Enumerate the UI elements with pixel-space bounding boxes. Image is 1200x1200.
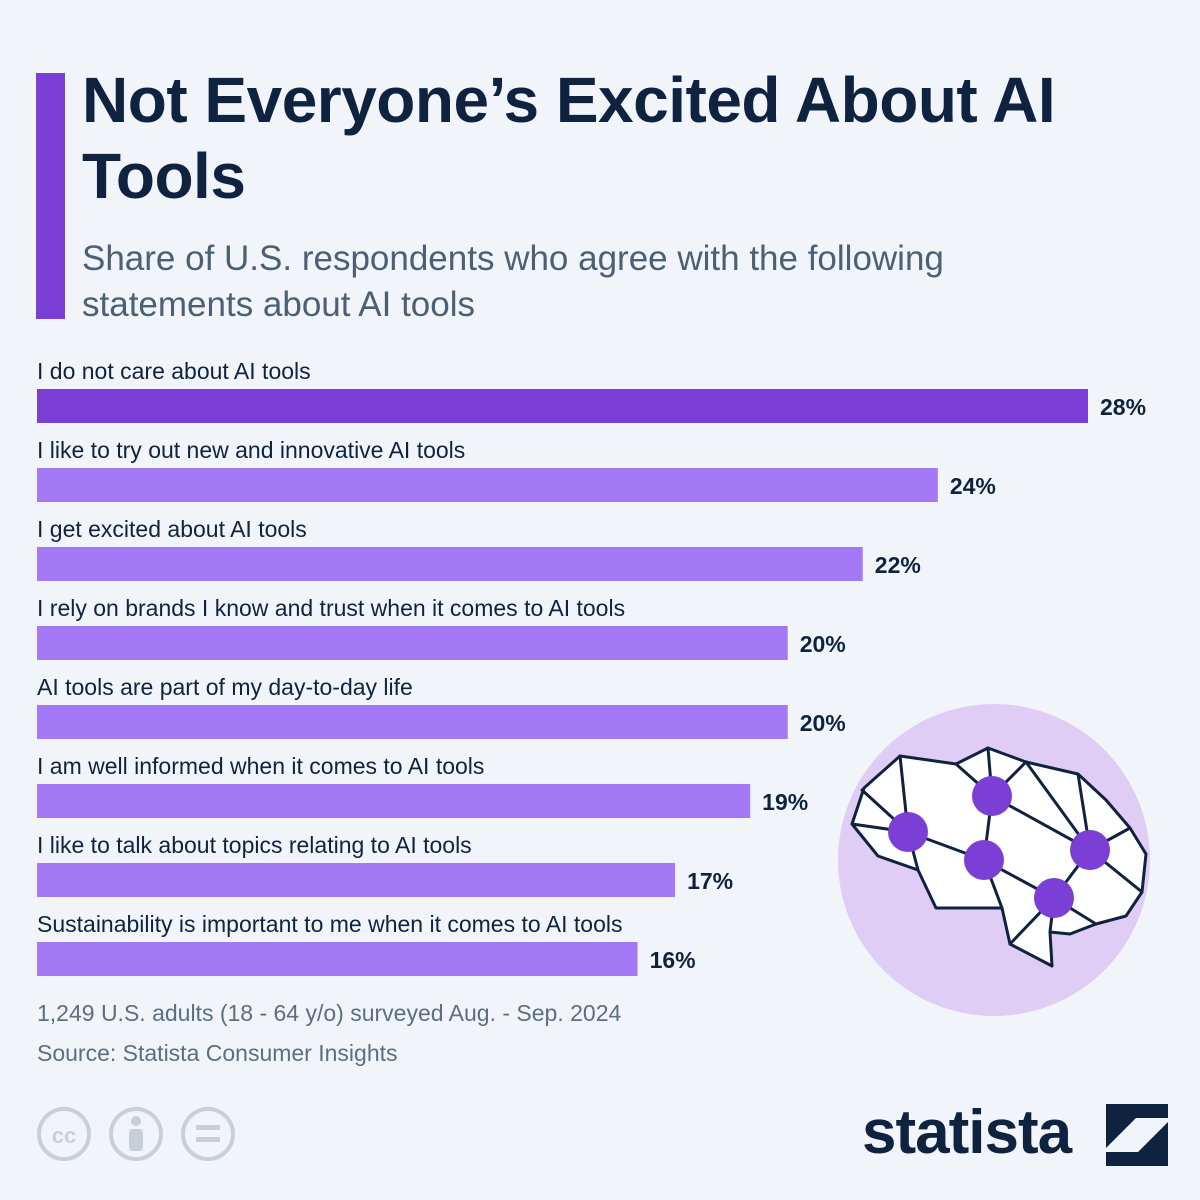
category-label: I like to try out new and innovative AI … (37, 437, 465, 463)
value-label: 20% (800, 631, 846, 657)
bar (37, 547, 863, 581)
category-label: Sustainability is important to me when i… (37, 911, 623, 937)
category-label: I get excited about AI tools (37, 516, 307, 542)
bar (37, 784, 751, 818)
value-label: 20% (800, 710, 846, 736)
category-label: AI tools are part of my day-to-day life (37, 674, 413, 700)
value-label: 19% (762, 789, 808, 815)
value-label: 28% (1100, 394, 1146, 420)
category-label: I do not care about AI tools (37, 358, 311, 384)
bar (37, 942, 638, 976)
bar (37, 863, 676, 897)
survey-note: 1,249 U.S. adults (18 - 64 y/o) surveyed… (37, 1000, 622, 1026)
value-label: 16% (650, 947, 696, 973)
brain-illustration (838, 704, 1150, 1016)
bar (37, 705, 788, 739)
license-icons: cc (36, 1106, 246, 1162)
page-title: Not Everyone’s Excited About AI Tools (82, 64, 1056, 212)
title-accent-bar (36, 73, 65, 319)
category-label: I am well informed when it comes to AI t… (37, 753, 484, 779)
bar-chart: I do not care about AI tools 28% I like to… (37, 358, 1146, 976)
statista-logo[interactable]: statista (862, 1098, 1172, 1168)
bar (37, 389, 1088, 423)
statista-mark-icon (1106, 1104, 1168, 1166)
category-label: I like to talk about topics relating to … (37, 832, 472, 858)
attribution-icon (109, 1107, 163, 1161)
value-label: 22% (875, 552, 921, 578)
value-label: 24% (950, 473, 996, 499)
category-label: I rely on brands I know and trust when i… (37, 595, 625, 621)
value-label: 17% (687, 868, 733, 894)
no-derivatives-icon (181, 1107, 235, 1161)
chart-subtitle: Share of U.S. respondents who agree with… (82, 239, 944, 324)
statista-wordmark: statista (862, 1098, 1072, 1167)
source-note: Source: Statista Consumer Insights (37, 1040, 398, 1066)
cc-icon (37, 1107, 91, 1161)
bar (37, 626, 788, 660)
bar (37, 468, 938, 502)
svg-text:cc: cc (52, 1123, 76, 1148)
